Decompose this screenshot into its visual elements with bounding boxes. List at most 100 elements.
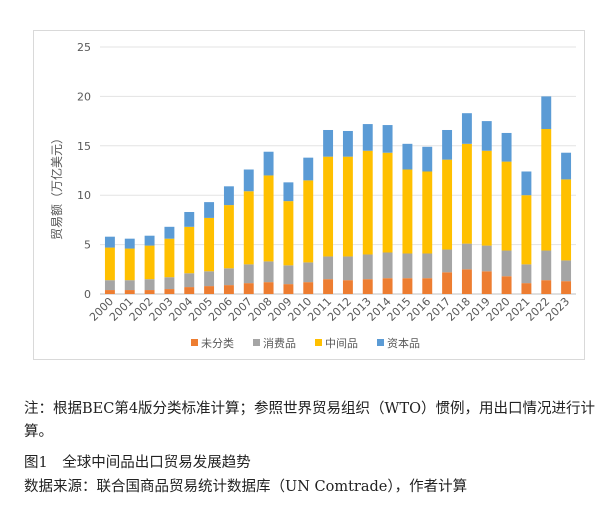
bar-segment [442, 129, 453, 160]
bar-segment [283, 201, 294, 266]
legend-swatch [253, 339, 260, 346]
bar-segment [541, 280, 552, 294]
legend-label: 资本品 [387, 336, 420, 350]
bar-segment [184, 287, 195, 294]
chart-frame: 0 5 10 15 20 25 2000 2001 2002 2003 2004 2005 2006 2… [33, 30, 585, 360]
y-tick-label: 5 [84, 239, 91, 252]
bar-segment [362, 150, 373, 255]
bar-segment [461, 113, 472, 144]
bar-segment [442, 272, 453, 294]
bar-segment [243, 283, 254, 294]
bar-segment [164, 289, 175, 294]
bar-segment [382, 278, 393, 294]
legend-swatch [315, 339, 322, 346]
legend-label: 未分类 [201, 336, 234, 350]
legend: 未分类 消费品 中间品 资本品 [191, 336, 420, 350]
bar-segment [124, 290, 135, 294]
bar-segment [541, 250, 552, 281]
bar-segment [521, 171, 532, 196]
bar-segment [323, 279, 334, 294]
bar-segment [204, 217, 215, 272]
bar-segment [323, 129, 334, 157]
bar-segment [303, 282, 314, 294]
bar-segment [422, 278, 433, 294]
bar-segment [481, 271, 492, 294]
bar-segment [561, 260, 572, 282]
bar-segment [283, 284, 294, 294]
y-axis-ticks: 0 5 10 15 20 25 [77, 41, 91, 301]
y-tick-label: 25 [77, 41, 91, 54]
bar-segment [144, 235, 155, 246]
bar-segment [144, 279, 155, 291]
bar-segment [382, 252, 393, 279]
bar-segment [223, 186, 234, 206]
bar-segment [243, 264, 254, 284]
legend-item: 消费品 [253, 336, 296, 350]
bar-segment [521, 195, 532, 265]
y-axis-label: 贸易额（万亿美元） [49, 132, 64, 240]
bar-segment [402, 169, 413, 254]
bars [104, 96, 572, 294]
bar-segment [323, 156, 334, 257]
bar-segment [561, 152, 572, 180]
stacked-bar-chart: 0 5 10 15 20 25 20002001200220032004200520062… [49, 41, 576, 350]
bar-segment [402, 143, 413, 170]
bar-segment [561, 281, 572, 294]
bar-segment [521, 283, 532, 294]
bar-segment [541, 129, 552, 251]
bar-segment [124, 280, 135, 291]
bar-segment [204, 202, 215, 218]
bar-segment [422, 253, 433, 279]
bar-segment [422, 171, 433, 254]
bar-segment [263, 261, 274, 283]
bar-segment [303, 180, 314, 263]
bar-segment [104, 280, 115, 291]
bar-segment [204, 271, 215, 287]
y-tick-label: 0 [84, 288, 91, 301]
legend-item: 中间品 [315, 337, 358, 350]
bar-segment [164, 277, 175, 290]
bar-segment [501, 250, 512, 277]
bar-segment [323, 256, 334, 280]
bar-segment [223, 205, 234, 269]
legend-label: 中间品 [325, 337, 358, 350]
bar-segment [481, 245, 492, 272]
bar-segment [382, 125, 393, 153]
bar-segment [382, 152, 393, 253]
bar-segment [422, 146, 433, 172]
legend-item: 未分类 [191, 336, 234, 350]
legend-swatch [377, 339, 384, 346]
bar-segment [541, 96, 552, 130]
legend-item: 资本品 [377, 336, 420, 350]
bar-segment [283, 265, 294, 285]
bar-segment [303, 262, 314, 283]
bar-segment [442, 159, 453, 250]
bar-segment [342, 130, 353, 157]
bar-segment [144, 290, 155, 294]
bar-segment [561, 179, 572, 261]
bar-segment [402, 278, 413, 294]
bar-segment [263, 151, 274, 176]
bar-segment [481, 121, 492, 151]
legend-swatch [191, 339, 198, 346]
bar-segment [501, 276, 512, 294]
bar-segment [342, 280, 353, 294]
data-source: 数据来源：联合国商品贸易统计数据库（UN Comtrade），作者计算 [24, 479, 468, 495]
x-axis-ticks: 2000200120022003200420052006200720082009… [87, 295, 572, 324]
figure-title: 图1 全球中间品出口贸易发展趋势 [24, 455, 251, 471]
x-tick-label: 2023 [543, 295, 572, 324]
bar-segment [184, 226, 195, 274]
bar-segment [461, 243, 472, 270]
bar-segment [243, 169, 254, 192]
y-tick-label: 10 [77, 189, 91, 202]
bar-segment [442, 249, 453, 273]
bar-segment [362, 279, 373, 294]
bar-segment [481, 150, 492, 246]
bar-segment [501, 161, 512, 251]
bar-segment [184, 273, 195, 288]
bar-segment [263, 175, 274, 262]
legend-label: 消费品 [263, 336, 296, 350]
bar-segment [501, 132, 512, 162]
gridlines [100, 46, 576, 295]
bar-segment [184, 211, 195, 227]
